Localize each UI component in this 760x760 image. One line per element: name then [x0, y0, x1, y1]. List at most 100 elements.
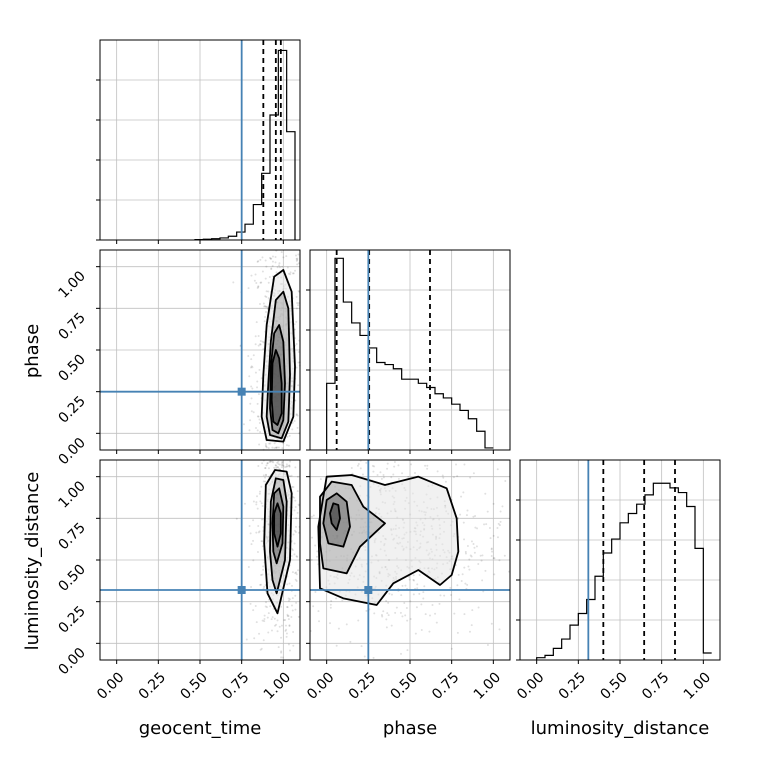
x-tick-label: 1.00: [261, 670, 294, 703]
scatter-point: [450, 647, 453, 650]
scatter-point: [250, 543, 253, 546]
scatter-point: [472, 543, 475, 546]
scatter-point: [424, 464, 427, 467]
scatter-point: [280, 656, 283, 659]
scatter-point: [295, 257, 298, 260]
scatter-point: [385, 599, 388, 602]
scatter-point: [401, 615, 404, 618]
scatter-point: [466, 544, 469, 547]
scatter-point: [297, 253, 300, 256]
scatter-point: [287, 599, 290, 602]
scatter-point: [273, 446, 276, 449]
scatter-point: [264, 305, 267, 308]
scatter-point: [390, 476, 393, 479]
scatter-point: [295, 320, 298, 323]
scatter-point: [467, 565, 470, 568]
scatter-point: [296, 301, 299, 304]
scatter-point: [291, 584, 294, 587]
scatter-point: [365, 609, 368, 612]
x-tick-label: 0.25: [136, 670, 169, 703]
scatter-point: [269, 460, 272, 463]
scatter-point: [281, 461, 284, 464]
scatter-point: [251, 366, 254, 369]
y-tick-label: 1.00: [55, 478, 88, 511]
scatter-point: [264, 467, 267, 470]
scatter-point: [456, 584, 459, 587]
scatter-point: [262, 565, 265, 568]
scatter-point: [282, 442, 285, 445]
scatter-point: [414, 632, 417, 635]
scatter-point: [281, 460, 284, 463]
scatter-point: [295, 580, 298, 583]
scatter-point: [472, 515, 475, 518]
x-tick-label: 0.00: [514, 670, 547, 703]
scatter-point: [260, 502, 263, 505]
panel-frame: [309, 249, 511, 451]
scatter-point: [473, 546, 476, 549]
scatter-point: [410, 463, 413, 466]
scatter-point: [260, 647, 263, 650]
scatter-point: [293, 529, 296, 532]
scatter-point: [365, 461, 368, 464]
panel-hist-luminosity_distance: 0.00 0.25 0.50 0.75 1.00: [514, 459, 721, 703]
scatter-point: [372, 656, 375, 659]
scatter-point: [278, 463, 281, 466]
scatter-point: [295, 555, 298, 558]
scatter-point: [486, 643, 489, 646]
scatter-point: [252, 519, 255, 522]
scatter-point: [381, 615, 384, 618]
scatter-point: [493, 573, 496, 576]
scatter-point: [291, 548, 294, 551]
scatter-point: [349, 640, 352, 643]
scatter-point: [288, 465, 291, 468]
scatter-point: [294, 572, 297, 575]
scatter-point: [287, 618, 290, 621]
scatter-point: [428, 630, 431, 633]
scatter-point: [269, 460, 272, 463]
contour-line: [273, 502, 282, 548]
scatter-point: [461, 573, 464, 576]
scatter-point: [462, 521, 465, 524]
scatter-point: [294, 269, 297, 272]
scatter-point: [270, 629, 273, 632]
scatter-point: [295, 366, 298, 369]
scatter-point: [393, 461, 396, 464]
scatter-point: [266, 462, 269, 465]
scatter-point: [406, 649, 409, 652]
scatter-point: [265, 310, 268, 313]
xlabel-geocent_time: geocent_time: [139, 718, 262, 739]
scatter-point: [268, 442, 271, 445]
scatter-point: [265, 296, 268, 299]
scatter-point: [257, 260, 260, 263]
scatter-point: [412, 574, 415, 577]
scatter-point: [261, 573, 264, 576]
scatter-point: [281, 464, 284, 467]
scatter-point: [287, 444, 290, 447]
scatter-point: [294, 608, 297, 611]
scatter-point: [256, 286, 259, 289]
scatter-point: [285, 628, 288, 631]
scatter-point: [429, 614, 432, 617]
scatter-point: [257, 285, 260, 288]
scatter-point: [259, 343, 262, 346]
y-tick-label: 1.00: [55, 268, 88, 301]
scatter-point: [256, 495, 259, 498]
scatter-point: [390, 593, 393, 596]
scatter-point: [268, 276, 271, 279]
scatter-point: [265, 606, 268, 609]
scatter-point: [382, 610, 385, 613]
scatter-point: [258, 368, 261, 371]
scatter-point: [267, 297, 270, 300]
scatter-point: [267, 631, 270, 634]
scatter-point: [254, 604, 257, 607]
scatter-point: [387, 601, 390, 604]
scatter-point: [232, 281, 235, 284]
scatter-point: [480, 559, 483, 562]
scatter-point: [356, 464, 359, 467]
scatter-point: [289, 273, 292, 276]
scatter-point: [261, 540, 264, 543]
scatter-point: [296, 414, 299, 417]
scatter-point: [270, 268, 273, 271]
scatter-point: [294, 466, 297, 469]
scatter-point: [392, 473, 395, 476]
